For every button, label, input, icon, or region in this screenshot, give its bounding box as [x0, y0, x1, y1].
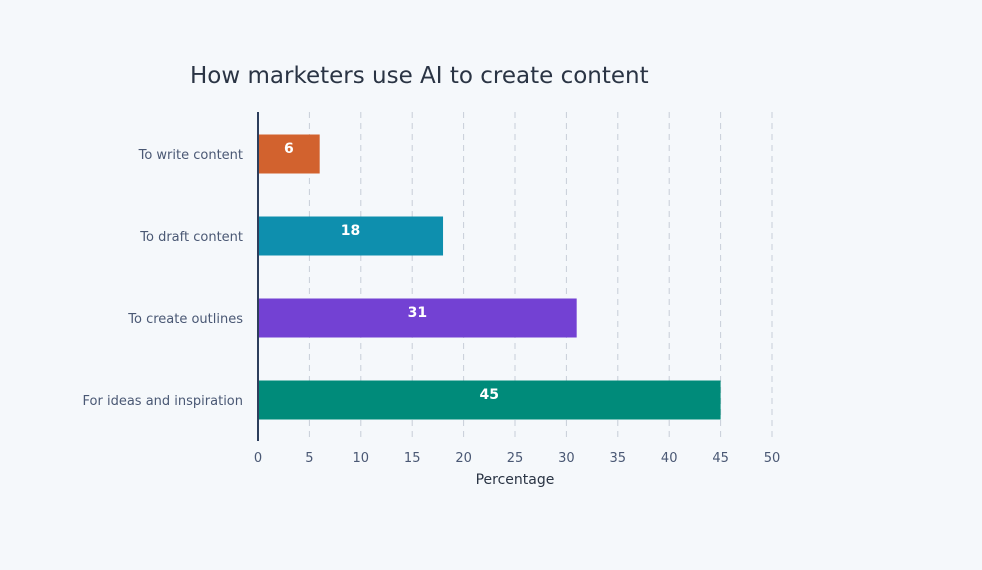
- x-tick-label: 25: [507, 451, 524, 466]
- chart-title: How marketers use AI to create content: [190, 63, 649, 89]
- category-label: To draft content: [139, 230, 243, 245]
- x-tick-label: 5: [305, 451, 313, 466]
- x-tick-labels: 0 5 10 15 20 25 30 35 40 45 50: [254, 451, 780, 466]
- x-axis-title: Percentage: [476, 472, 555, 488]
- category-labels: To write content To draft content To creat…: [83, 148, 244, 409]
- x-tick-label: 10: [353, 451, 370, 466]
- data-label: 18: [341, 223, 360, 239]
- data-label: 6: [284, 141, 294, 157]
- x-tick-label: 50: [764, 451, 781, 466]
- x-tick-label: 15: [404, 451, 421, 466]
- x-tick-label: 0: [254, 451, 262, 466]
- bar: [258, 298, 577, 338]
- bar: [258, 216, 444, 256]
- category-label: For ideas and inspiration: [83, 394, 243, 409]
- x-tick-label: 35: [610, 451, 627, 466]
- category-label: To create outlines: [127, 312, 243, 327]
- bar: [258, 380, 721, 420]
- x-tick-label: 40: [661, 451, 678, 466]
- data-label: 31: [408, 305, 427, 321]
- data-label: 45: [480, 387, 499, 403]
- x-tick-label: 20: [455, 451, 472, 466]
- category-label: To write content: [138, 148, 243, 163]
- x-tick-label: 45: [712, 451, 729, 466]
- bars: 6 18 31 45: [258, 134, 721, 420]
- x-tick-label: 30: [558, 451, 575, 466]
- bar: [258, 134, 320, 174]
